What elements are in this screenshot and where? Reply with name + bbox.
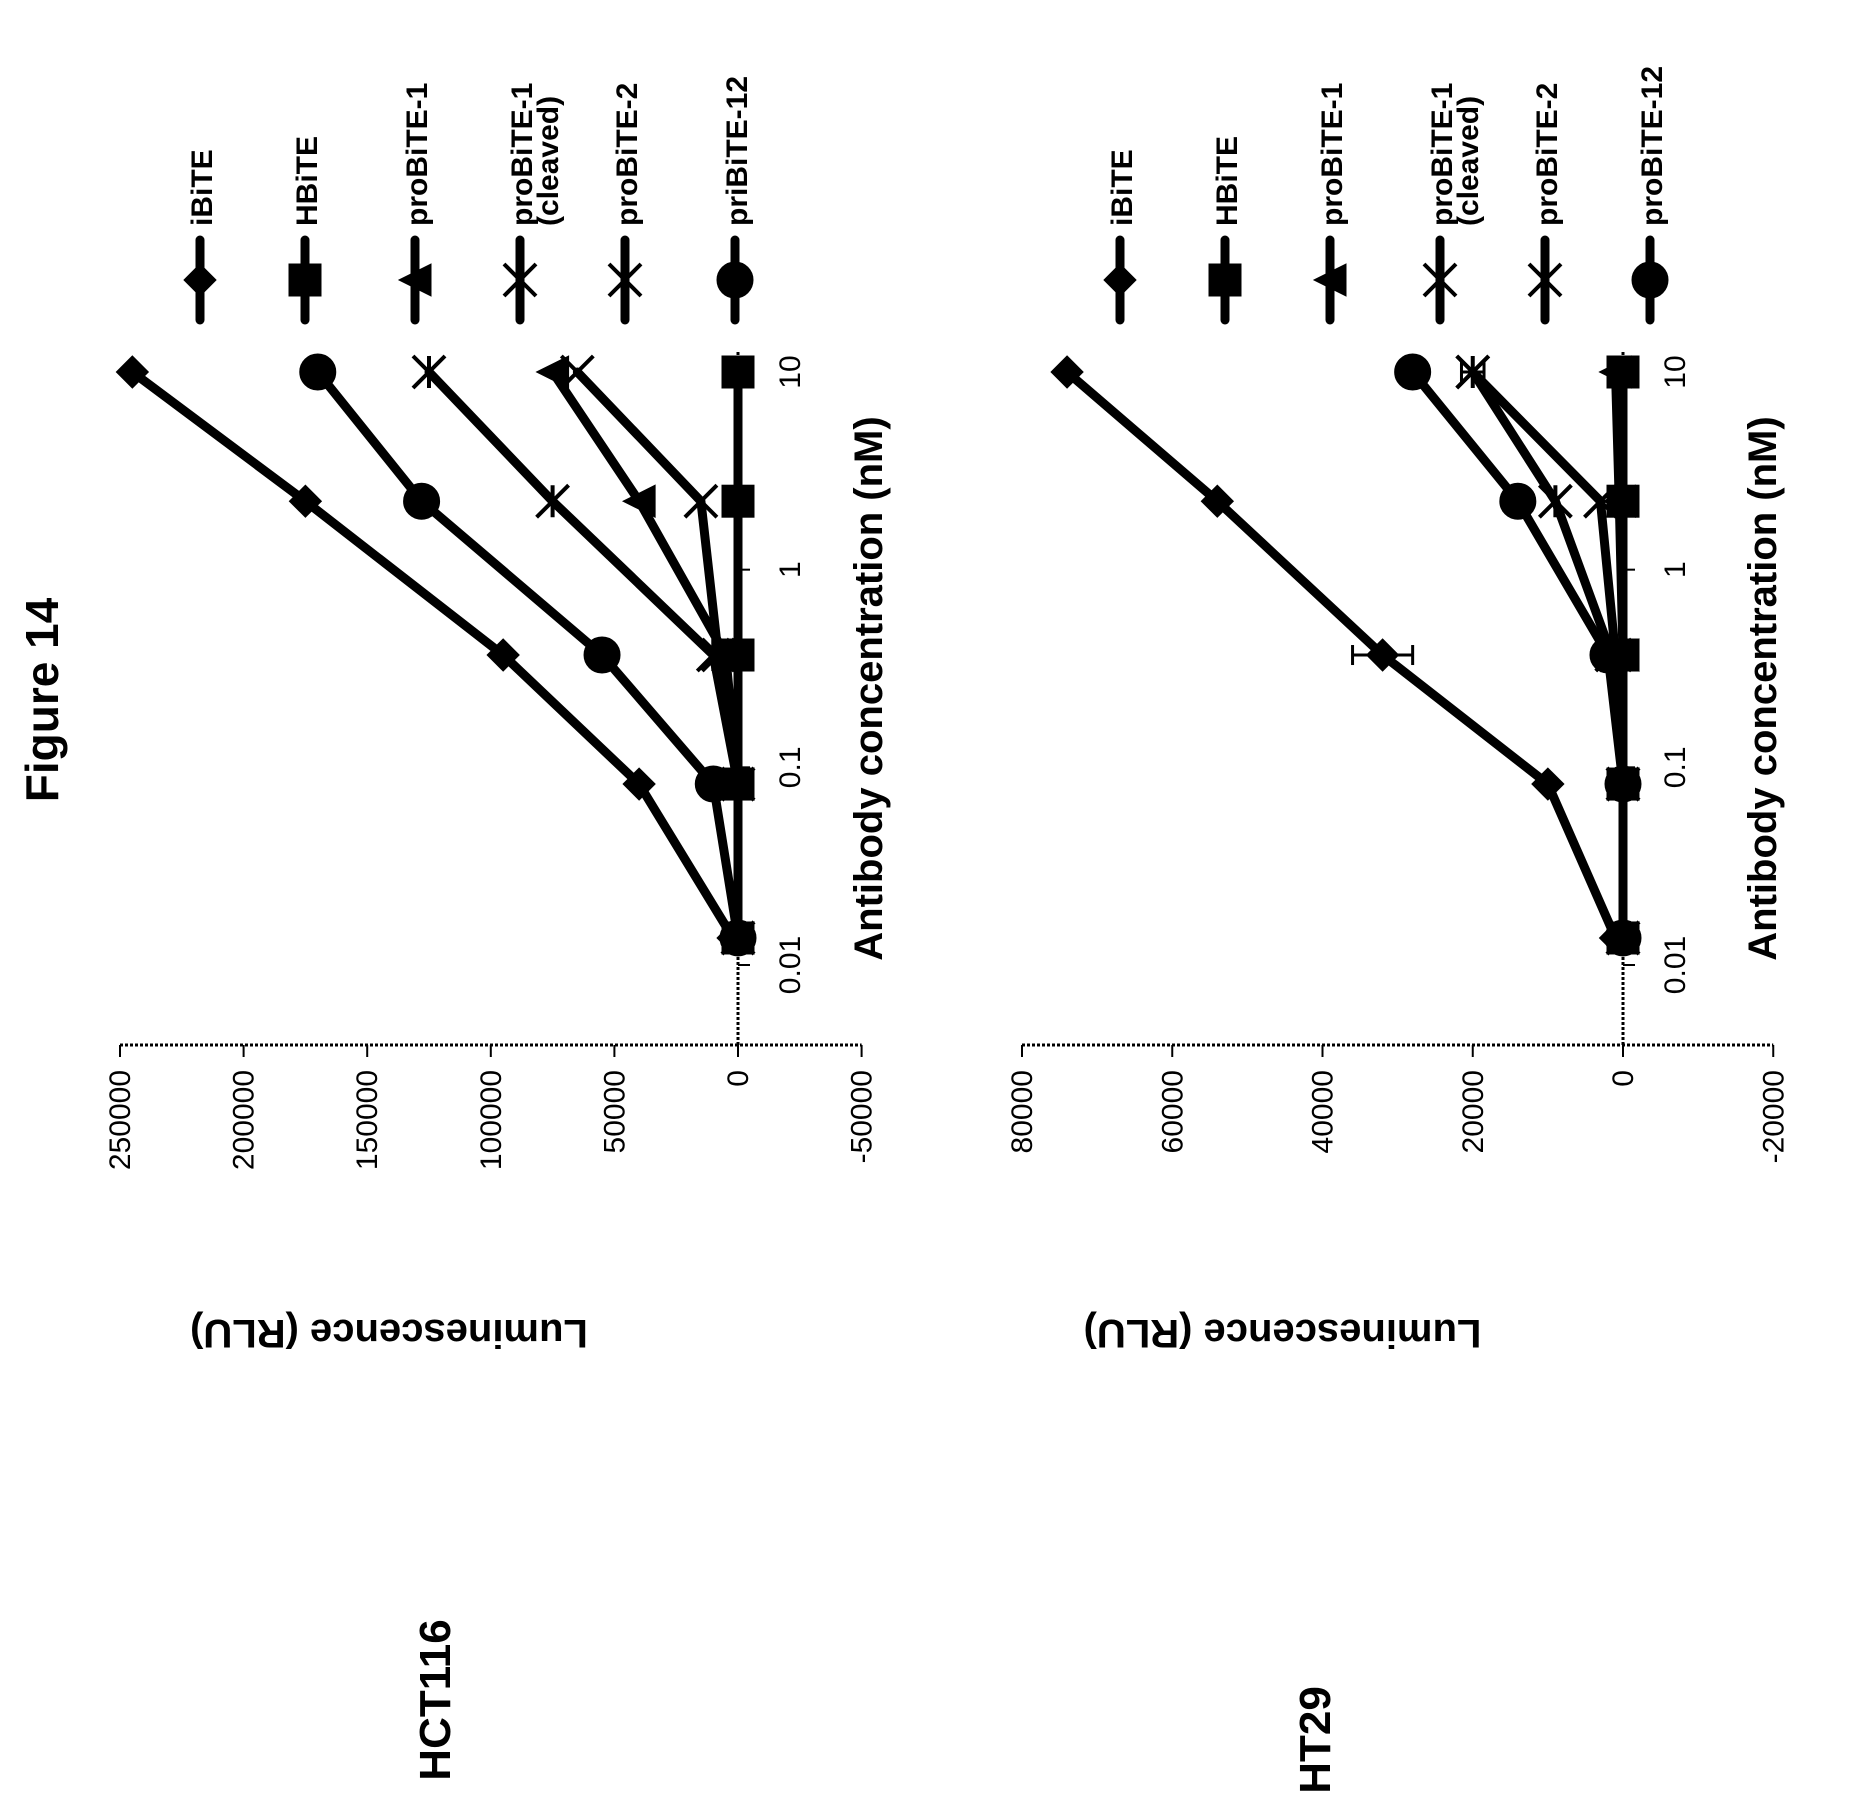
- data-point: [695, 637, 731, 673]
- data-point: [1604, 765, 1642, 803]
- data-point: [288, 484, 323, 518]
- legend-marker: [1103, 263, 1137, 297]
- data-point: [299, 353, 337, 391]
- x-tick-label: 10: [774, 355, 807, 388]
- legend-marker: [1422, 262, 1458, 298]
- data-point: [1531, 767, 1565, 801]
- y-tick-label: 100000: [475, 1070, 508, 1170]
- x-tick-label: 0.1: [774, 746, 807, 788]
- x-tick-label: 0.01: [774, 936, 807, 994]
- data-point: [1598, 355, 1632, 389]
- x-axis-title: Antibody concentration (nM): [847, 416, 891, 960]
- data-point: [403, 482, 441, 520]
- y-tick-label: 250000: [104, 1070, 137, 1170]
- legend-marker: [183, 263, 217, 297]
- legend-label: HBiTE: [1211, 136, 1244, 226]
- y-tick-label: -50000: [846, 1070, 879, 1163]
- x-tick-label: 10: [1659, 355, 1692, 388]
- legend-label: (cleaved): [532, 96, 565, 226]
- data-point: [1537, 483, 1573, 519]
- legend-label: proBiTE-2: [611, 83, 644, 226]
- y-tick-label: 80000: [1006, 1070, 1039, 1153]
- y-tick-label: 50000: [598, 1070, 631, 1153]
- y-tick-label: 40000: [1307, 1070, 1340, 1153]
- data-point: [1589, 636, 1627, 674]
- series-probite-12: [1394, 353, 1642, 957]
- series-probite-2: [411, 354, 756, 956]
- legend-label: iBiTE: [186, 149, 219, 226]
- data-point: [721, 484, 755, 518]
- legend-marker: [1208, 263, 1242, 297]
- x-axis-title: Antibody concentration (nM): [1741, 416, 1785, 960]
- data-point: [694, 765, 732, 803]
- y-tick-label: 60000: [1156, 1070, 1189, 1153]
- data-point: [1200, 484, 1235, 518]
- series-line: [127, 367, 738, 943]
- data-point: [1050, 355, 1084, 389]
- chart-panel-hct116: 250000 200000 150000 100000 50000 0 -50000 0.01…: [104, 76, 891, 1781]
- data-point: [683, 483, 719, 519]
- legend-label: proBiTE-1: [1426, 83, 1459, 226]
- legend-label: proBiTE-2: [1531, 83, 1564, 226]
- x-tick-label: 0.1: [1659, 746, 1692, 788]
- data-point: [535, 483, 571, 519]
- chart-panel-ht29: 80000 60000 40000 20000 0 -20000 0.01 0.1 1 10 Ant…: [1006, 66, 1790, 1794]
- data-point: [1394, 353, 1432, 391]
- y-axis-title: Luminescence (RLU): [1084, 1311, 1482, 1355]
- data-point: [719, 919, 757, 957]
- y-axis-title: Luminescence (RLU): [190, 1311, 588, 1355]
- legend-marker: [716, 261, 754, 299]
- legend-label: proBiTE-12: [1636, 66, 1669, 226]
- panel-label: HCT116: [411, 1619, 460, 1780]
- legend-label: priBiTE-12: [721, 76, 754, 226]
- data-point: [1602, 484, 1636, 519]
- data-point: [721, 355, 755, 389]
- series-pribite-12: [299, 353, 757, 957]
- legend-label: proBiTE-1: [1316, 83, 1349, 226]
- legend-label: HBiTE: [291, 136, 324, 226]
- data-point: [535, 355, 570, 389]
- panel-label: HT29: [1291, 1686, 1340, 1794]
- y-tick-label: 150000: [351, 1070, 384, 1170]
- legend-marker: [397, 263, 432, 297]
- data-point: [411, 354, 447, 390]
- legend: iBiTE HBiTE proBiTE-1 proBiTE-1(cleaved) pro…: [183, 76, 754, 325]
- legend-label: proBiTE-1: [401, 83, 434, 226]
- data-point: [1499, 482, 1537, 520]
- data-point: [583, 636, 621, 674]
- legend-marker: [607, 262, 643, 298]
- y-tick-label: -20000: [1757, 1070, 1790, 1163]
- legend-marker: [1631, 261, 1669, 299]
- series-line: [1062, 367, 1620, 943]
- data-point: [622, 484, 656, 519]
- data-point: [1455, 354, 1491, 390]
- data-point: [1604, 919, 1642, 957]
- y-tick-label: 0: [1607, 1070, 1640, 1087]
- y-tick-label: 200000: [228, 1070, 261, 1170]
- legend-marker: [1527, 262, 1563, 298]
- data-point: [559, 354, 595, 390]
- x-tick-label: 1: [774, 561, 807, 578]
- data-point: [1365, 638, 1400, 672]
- legend-marker: [502, 262, 538, 298]
- data-point: [115, 355, 150, 389]
- legend-marker: [288, 263, 322, 297]
- y-tick-label: 20000: [1457, 1070, 1490, 1153]
- legend-label: (cleaved): [1452, 96, 1485, 226]
- legend-marker: [1312, 263, 1347, 297]
- x-tick-label: 0.01: [1659, 936, 1692, 994]
- figure-title: Figure 14: [16, 597, 68, 802]
- data-point: [486, 638, 520, 672]
- series-ibite: [115, 355, 750, 955]
- y-tick-label: 0: [722, 1070, 755, 1087]
- data-point: [622, 767, 656, 801]
- data-point: [1583, 483, 1618, 519]
- series-line: [424, 367, 743, 943]
- legend-label: iBiTE: [1106, 149, 1139, 226]
- series-line: [313, 367, 743, 943]
- x-tick-label: 1: [1659, 561, 1692, 578]
- legend: iBiTE HBiTE proBiTE-1 proBiTE-1(cleaved) pro…: [1103, 66, 1669, 325]
- legend-label: proBiTE-1: [506, 83, 539, 226]
